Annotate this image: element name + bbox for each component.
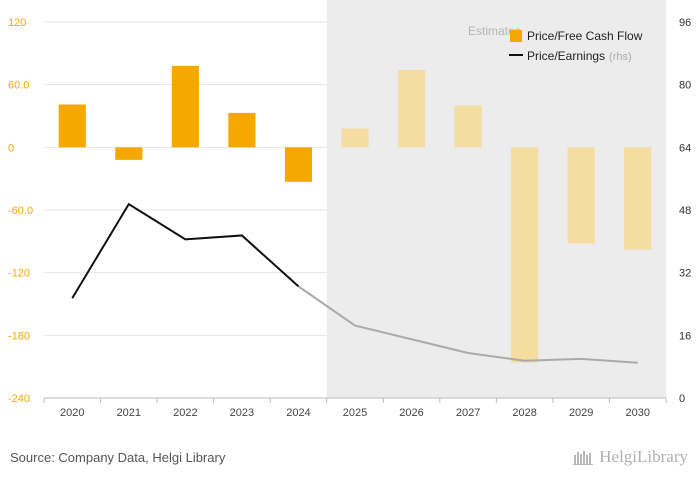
bar-2028 [511, 147, 539, 363]
x-tick-label: 2021 [117, 407, 141, 419]
estimate-label: Estimates [468, 24, 521, 38]
bar-2022 [171, 65, 199, 148]
bar-2020 [58, 104, 86, 148]
legend-label-pe: Price/Earnings (rhs) [527, 49, 632, 63]
legend: Price/Free Cash Flow Price/Earnings (rhs) [509, 29, 643, 63]
axes: 120 60.0 0 -60.0 -120 -180 -240 96 80 64 48 32 16 0 20… [8, 17, 691, 419]
bar-2029 [567, 147, 595, 244]
bar-2024 [284, 147, 313, 182]
left-tick-label: 60.0 [8, 80, 29, 92]
right-tick-label: 32 [679, 268, 691, 280]
right-tick-label: 16 [679, 330, 691, 342]
bar-2025 [341, 128, 369, 148]
x-tick-label: 2022 [173, 407, 197, 419]
bar-2027 [454, 105, 482, 148]
pe-line-estimate [297, 285, 638, 364]
right-tick-label: 96 [679, 17, 691, 29]
source-note: Source: Company Data, Helgi Library [10, 450, 226, 465]
library-icon [573, 451, 594, 465]
left-tick-label: -60.0 [8, 205, 33, 217]
line-series [71, 202, 638, 364]
bar-2023 [228, 112, 256, 148]
x-tick-label: 2024 [286, 407, 310, 419]
left-tick-label: -120 [8, 268, 30, 280]
bar-2026 [397, 70, 426, 148]
left-tick-label: 0 [8, 142, 14, 154]
x-tick-label: 2026 [399, 407, 423, 419]
helgi-library-logo: HelgiLibrary [573, 447, 688, 467]
left-tick-label: 120 [8, 17, 26, 29]
logo-text: HelgiLibrary [599, 447, 688, 466]
legend-swatch-pfcf [510, 30, 522, 42]
x-tick-label: 2028 [512, 407, 536, 419]
pe-line-actual [71, 202, 300, 299]
right-tick-label: 48 [679, 205, 691, 217]
x-tick-label: 2030 [625, 407, 649, 419]
x-tick-label: 2029 [569, 407, 593, 419]
left-tick-label: -180 [8, 330, 30, 342]
chart: 120 60.0 0 -60.0 -120 -180 -240 96 80 64 48 32 16 0 20… [8, 0, 691, 419]
legend-label-pe-name: Price/Earnings [527, 49, 605, 63]
right-tick-label: 64 [679, 142, 691, 154]
x-tick-label: 2020 [60, 407, 84, 419]
legend-rhs-note: (rhs) [609, 51, 632, 63]
x-tick-label: 2025 [343, 407, 367, 419]
bar-2030 [624, 147, 652, 250]
right-tick-label: 80 [679, 80, 691, 92]
legend-label-pfcf: Price/Free Cash Flow [527, 29, 643, 43]
x-tick-label: 2023 [230, 407, 254, 419]
bar-series [58, 65, 652, 363]
right-tick-label: 0 [679, 393, 685, 405]
left-tick-label: -240 [8, 393, 30, 405]
bar-2021 [115, 147, 143, 160]
x-tick-label: 2027 [456, 407, 480, 419]
